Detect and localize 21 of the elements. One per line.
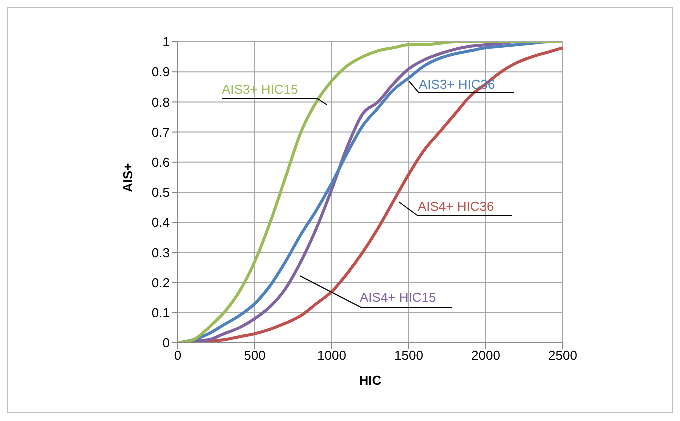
y-tick-label: 0.3 xyxy=(152,245,170,260)
x-axis-title: HIC xyxy=(359,373,382,388)
y-tick-label: 0.7 xyxy=(152,124,170,140)
series-label: AIS3+ HIC15 xyxy=(222,82,298,97)
y-tick-label: 1 xyxy=(162,34,170,50)
y-tick-label: 0.4 xyxy=(152,215,170,230)
series-label: AIS4+ HIC36 xyxy=(418,199,494,214)
x-tick-label: 500 xyxy=(244,348,266,364)
y-tick-label: 0.9 xyxy=(152,64,170,80)
x-tick-label: 1000 xyxy=(318,348,346,364)
x-tick-label: 2000 xyxy=(472,348,500,364)
y-tick-label: 0.5 xyxy=(152,185,170,200)
y-axis-title: AIS+ xyxy=(120,162,136,192)
x-tick-label: 0 xyxy=(174,348,182,364)
y-tick-label: 0.2 xyxy=(152,275,170,290)
y-tick-label: 0.1 xyxy=(152,306,170,321)
y-tick-label: 0.6 xyxy=(152,155,170,170)
y-tick-label: 0.8 xyxy=(152,94,170,110)
x-tick-label: 2500 xyxy=(548,348,578,364)
y-tick-label: 0 xyxy=(162,336,170,351)
x-tick-label: 1500 xyxy=(394,348,424,364)
